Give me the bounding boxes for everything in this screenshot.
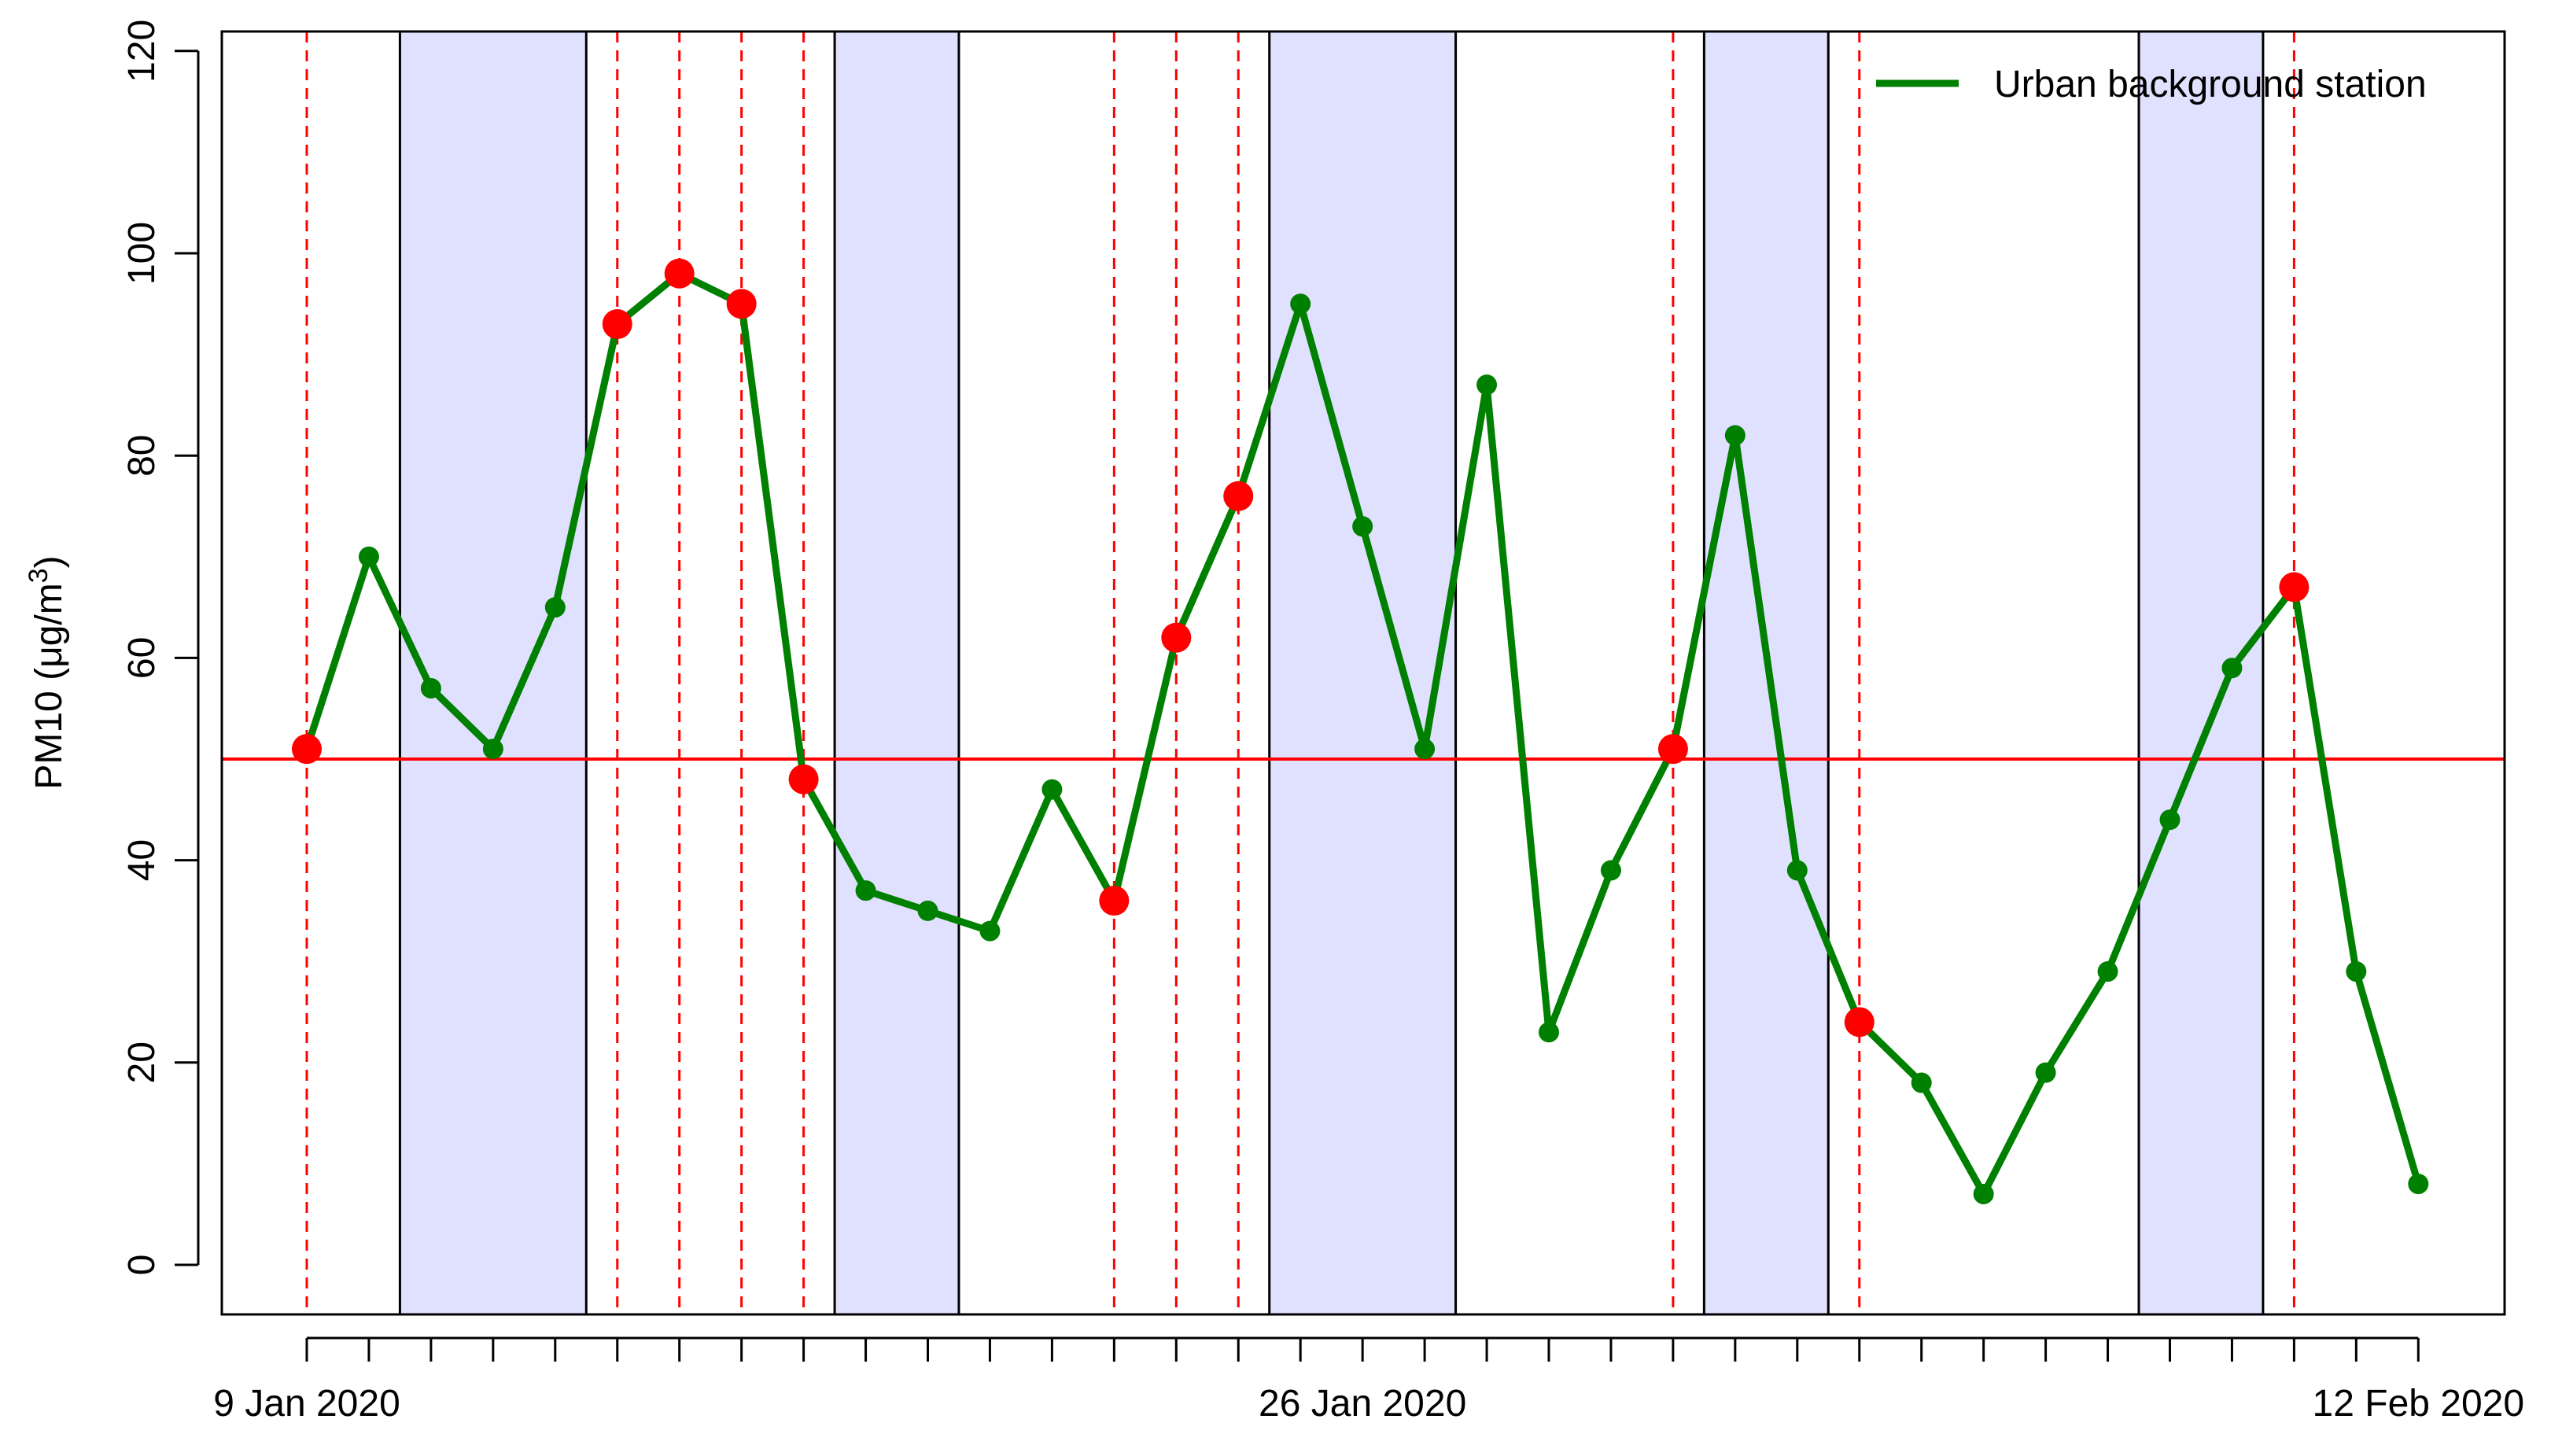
legend-label: Urban background station [1994, 64, 2427, 105]
data-point-26 [1911, 1072, 1932, 1093]
data-point-2 [420, 677, 441, 699]
exceedance-point-5 [602, 309, 632, 340]
data-point-21 [1600, 860, 1621, 881]
x-tick-label-day-0: 9 Jan 2020 [213, 1383, 400, 1425]
y-axis-title: PM10 (μg/m3) [24, 555, 70, 789]
shaded-period-0 [400, 31, 587, 1314]
y-tick-label-120: 120 [121, 20, 163, 83]
data-point-4 [544, 597, 566, 618]
data-point-24 [1786, 860, 1808, 881]
data-point-9 [855, 880, 876, 901]
y-tick-label-80: 80 [121, 435, 163, 477]
y-tick-label-60: 60 [121, 637, 163, 679]
data-point-11 [979, 920, 1001, 942]
axes: 0 20 40 60 80 100 120 9 Jan 2020 26 Jan 2020 12 F… [121, 20, 2524, 1425]
data-point-31 [2221, 658, 2243, 679]
data-point-19 [1476, 374, 1498, 396]
shaded-period-1 [835, 31, 959, 1314]
exceedance-day-lines [305, 31, 2295, 1314]
y-tick-label-0: 0 [121, 1255, 163, 1276]
exceedance-point-13 [1099, 886, 1130, 916]
data-point-23 [1724, 425, 1746, 446]
exceedance-point-22 [1657, 734, 1688, 765]
shaded-period-2 [1269, 31, 1456, 1314]
data-point-10 [917, 900, 938, 921]
y-tick-label-100: 100 [121, 222, 163, 285]
x-tick-label-day-17: 26 Jan 2020 [1259, 1383, 1466, 1425]
series-layer [292, 258, 2429, 1204]
exceedance-point-7 [726, 289, 757, 319]
data-point-3 [482, 739, 503, 760]
y-axis-title-close: ) [28, 555, 70, 568]
y-tick-label-40: 40 [121, 839, 163, 881]
exceedance-point-0 [292, 734, 322, 765]
x-tick-label-day-34: 12 Feb 2020 [2313, 1383, 2525, 1425]
data-point-28 [2035, 1062, 2056, 1083]
y-axis-title-main: PM10 (μg/m [28, 583, 70, 789]
legend: Urban background station [1876, 64, 2427, 105]
y-axis-title-superscript: 3 [24, 568, 53, 583]
data-point-27 [1973, 1183, 1994, 1204]
data-point-17 [1352, 516, 1373, 537]
y-tick-label-20: 20 [121, 1041, 163, 1083]
data-point-16 [1290, 293, 1311, 315]
plot-frame [220, 30, 2506, 1316]
data-point-12 [1041, 779, 1063, 800]
exceedance-point-6 [664, 258, 695, 289]
shaded-period-4 [2139, 31, 2263, 1314]
data-point-34 [2408, 1174, 2429, 1195]
data-point-29 [2097, 961, 2118, 982]
data-point-1 [358, 546, 379, 567]
exceedance-point-8 [788, 764, 819, 794]
exceedance-point-14 [1161, 622, 1192, 653]
data-point-33 [2346, 961, 2367, 982]
exceedance-point-25 [1844, 1007, 1875, 1038]
data-point-20 [1539, 1022, 1559, 1043]
exceedance-point-32 [2279, 572, 2310, 603]
data-point-30 [2159, 809, 2181, 831]
exceedance-point-15 [1223, 481, 1254, 511]
data-point-18 [1414, 739, 1436, 760]
